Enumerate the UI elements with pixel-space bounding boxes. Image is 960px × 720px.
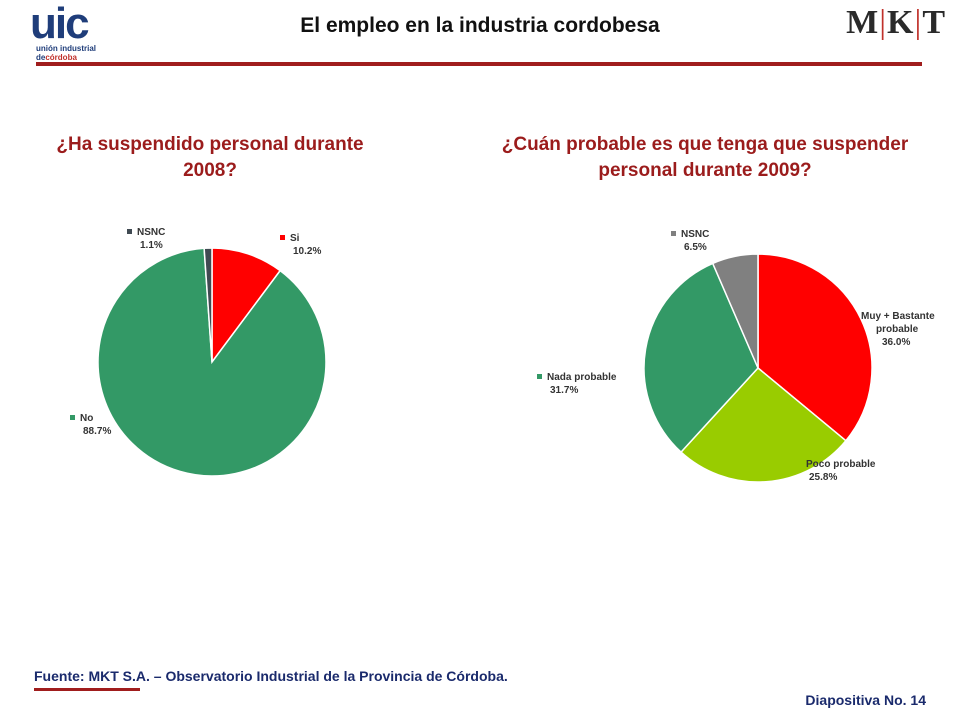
pie-slice-nsnc [203,247,213,363]
uic-logo-mark: uic [30,2,120,46]
mkt-logo-k: K [887,4,915,41]
mkt-logo-sep: | [879,4,888,41]
legend-marker-si [280,235,285,240]
slice-name-no: No [80,413,93,424]
pie-slice-no [97,247,327,477]
pie-slice-poco-probable [679,366,847,483]
slice-name-nsnc: NSNC [681,229,709,240]
uic-logo-line2-highlight: córdoba [45,53,77,62]
footer-divider [34,688,140,691]
slice-value-poco-probable: 25.8% [809,472,837,483]
legend-marker-nada-probable [537,374,542,379]
uic-logo: uic unión industrial decórdoba [30,2,120,63]
uic-logo-line2: decórdoba [36,53,120,62]
slice-value-si: 10.2% [293,246,321,257]
pie-slice-muy-bastante-probable [757,253,873,442]
header-divider [36,62,922,66]
slice-label-muy-bastante-probable: Muy + Bastante probable 36.0% [851,311,935,348]
uic-logo-text: uic [30,0,90,48]
source-note: Fuente: MKT S.A. – Observatorio Industri… [34,668,508,684]
slice-name-nsnc: NSNC [137,227,165,238]
slice-label-no: No 88.7% [70,413,111,437]
slide-number: Diapositiva No. 14 [805,692,926,708]
slice-value-nada-probable: 31.7% [550,385,578,396]
slice-value-no: 88.7% [83,426,111,437]
slice-name-nada-probable: Nada probable [547,372,617,383]
slice-name-si: Si [290,233,300,244]
slice-value-nsnc: 6.5% [684,242,707,253]
mkt-logo-t: T [922,4,946,41]
legend-marker-muy-bastante-probable [851,313,856,318]
slice-name-poco-probable: Poco probable [806,459,876,470]
slice-label-si: Si 10.2% [280,233,321,257]
uic-logo-line1: unión industrial [36,44,96,53]
slice-label-poco-probable: Poco probable 25.8% [796,459,876,483]
pie-slice-nada-probable [643,262,759,454]
uic-logo-line2-prefix: de [36,53,46,62]
slice-name-muy-bastante-probable: Muy + Bastante probable [861,311,935,335]
slice-value-muy-bastante-probable: 36.0% [882,337,910,348]
slice-label-nsnc: NSNC 6.5% [671,229,709,253]
pie-slice-nsnc [711,253,759,369]
mkt-logo-sep: | [914,4,923,41]
legend-marker-no [70,415,75,420]
pie-slice-si [211,247,282,365]
legend-marker-nsnc [127,229,132,234]
slice-label-nsnc: NSNC 1.1% [127,227,165,251]
chart-1-title: ¿Ha suspendido personal durante 2008? [56,134,364,181]
mkt-logo: M|K|T [846,4,946,42]
slice-label-nada-probable: Nada probable 31.7% [537,372,617,396]
mkt-logo-m: M [846,4,880,41]
legend-marker-nsnc [671,231,676,236]
chart-2-title: ¿Cuán probable es que tenga que suspende… [501,134,909,181]
legend-marker-poco-probable [796,461,801,466]
slice-value-nsnc: 1.1% [140,240,163,251]
slide-title: El empleo en la industria cordobesa [300,14,660,37]
